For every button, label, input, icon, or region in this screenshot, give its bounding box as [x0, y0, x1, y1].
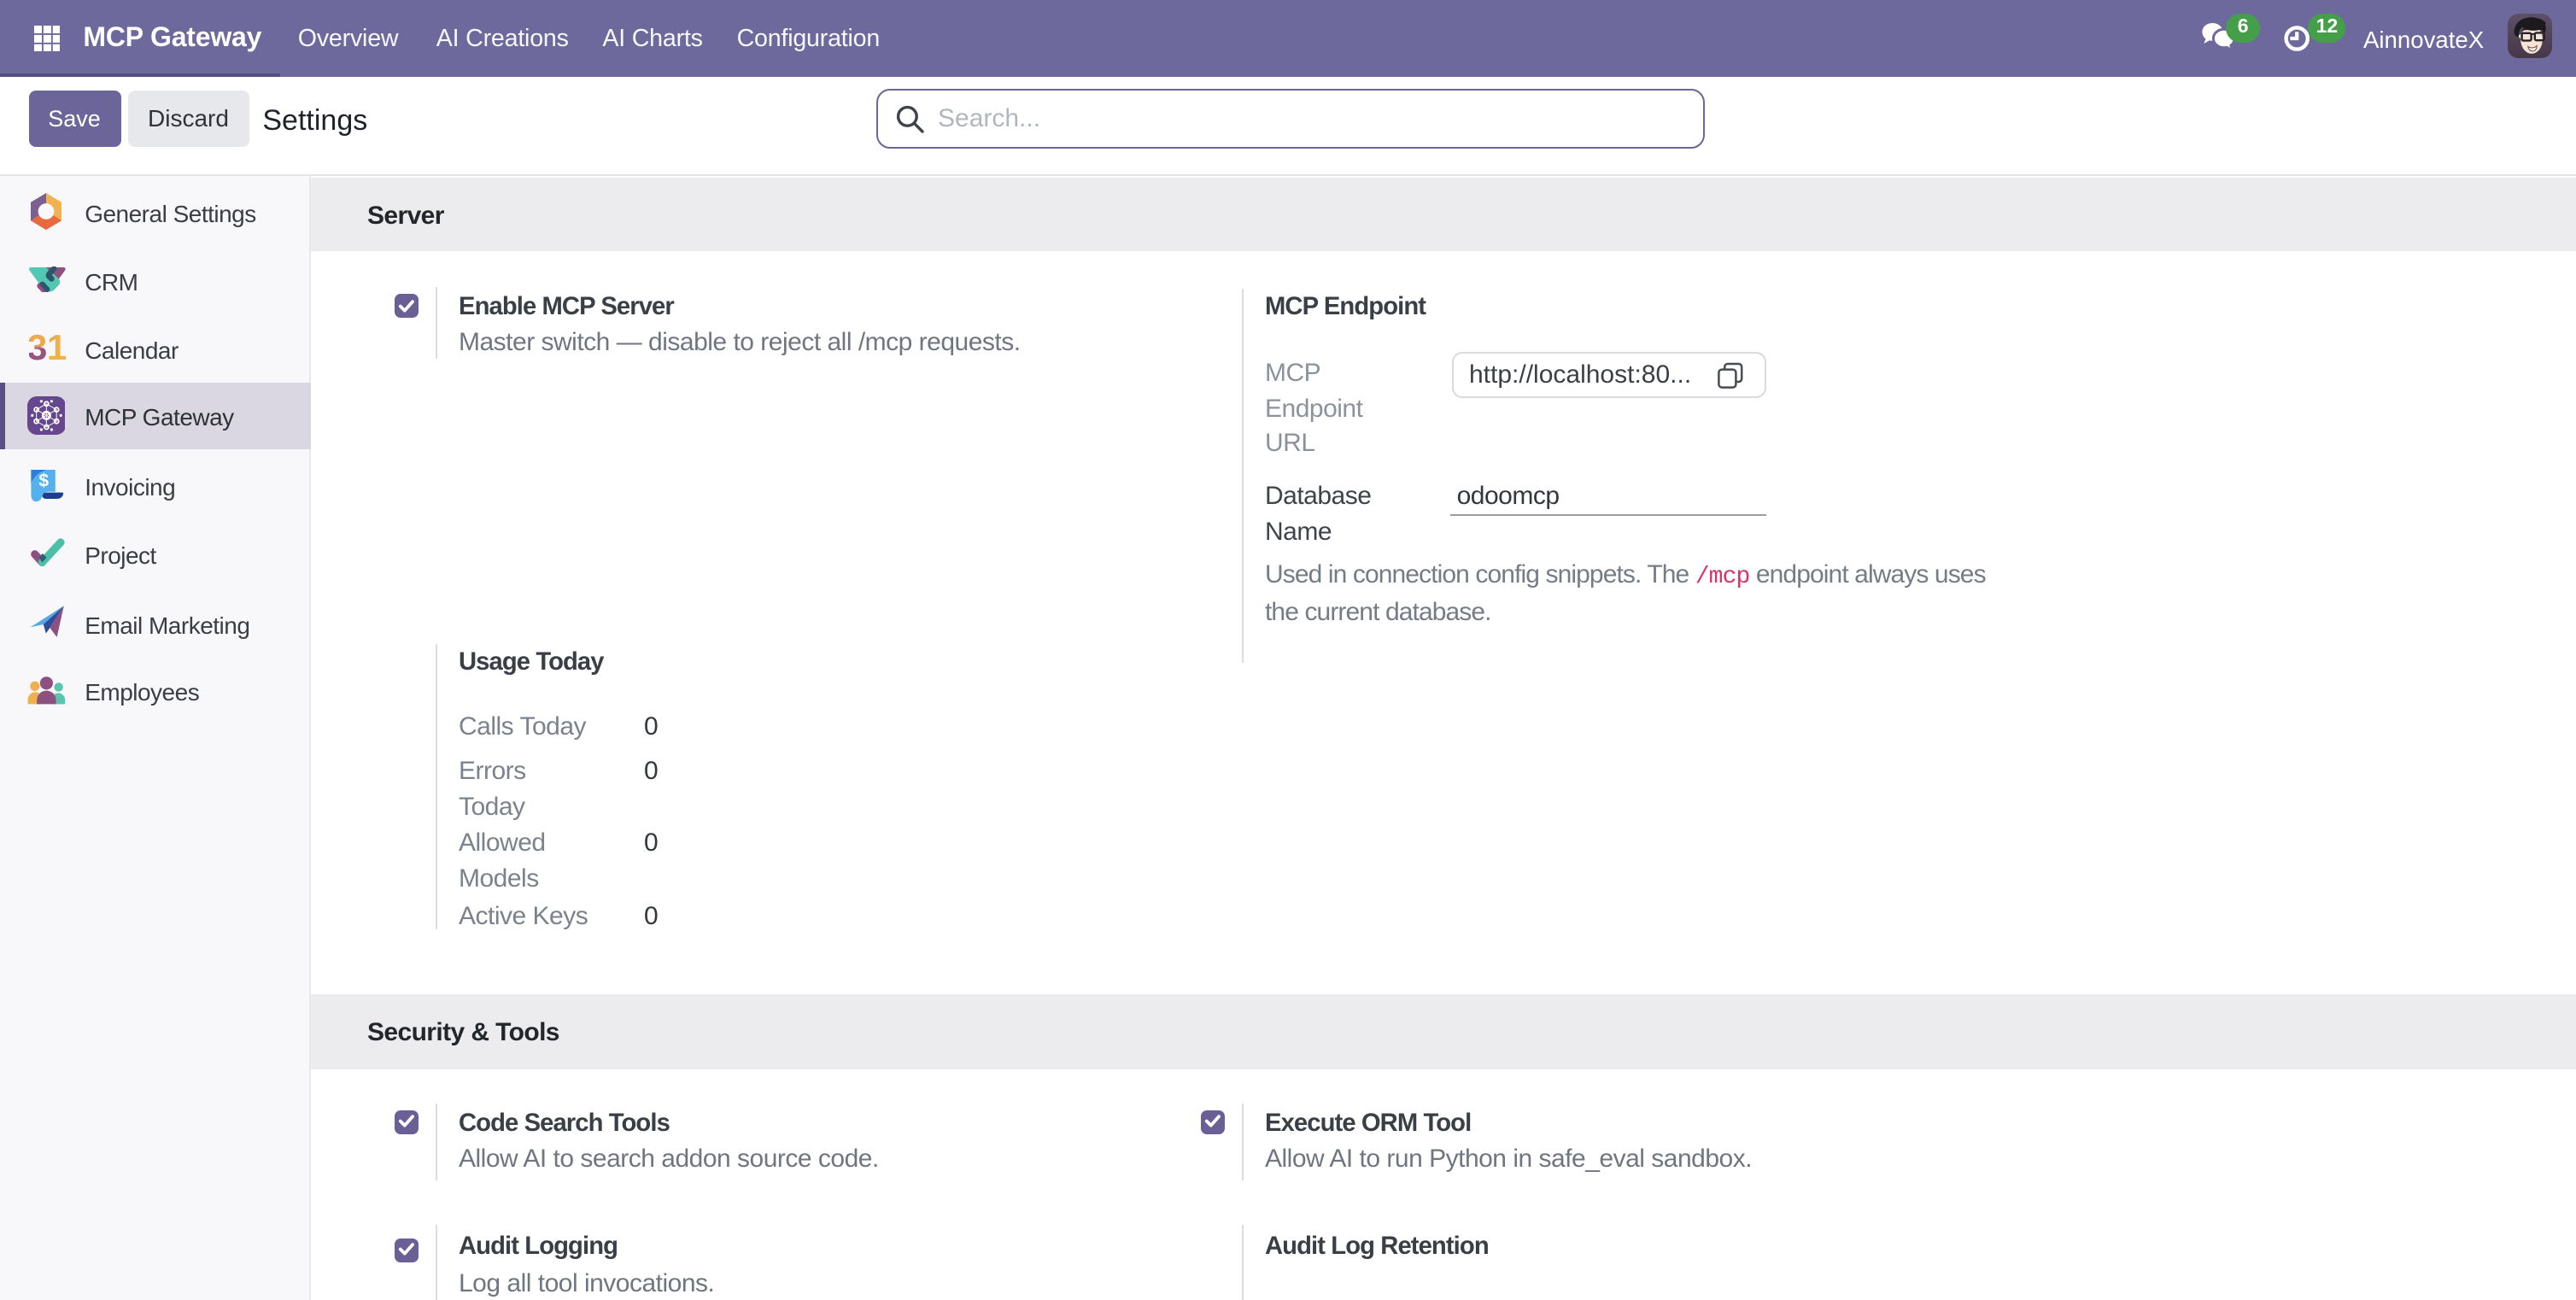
svg-text:$: $	[38, 471, 49, 490]
svg-text:1: 1	[47, 332, 67, 360]
svg-text:3: 3	[29, 332, 47, 360]
